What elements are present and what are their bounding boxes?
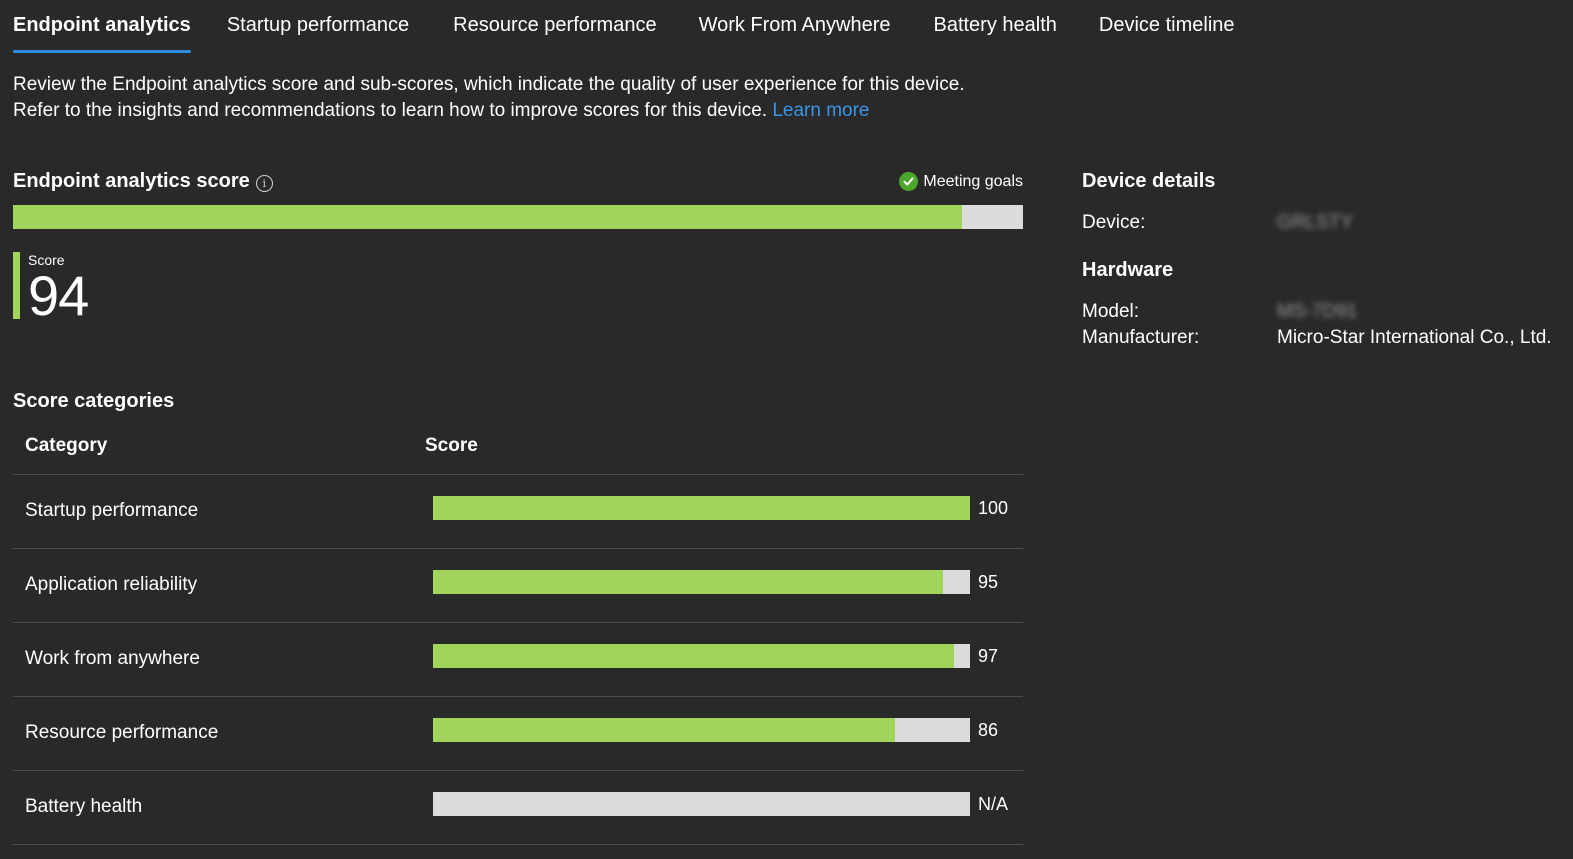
manufacturer-row: Manufacturer: Micro-Star International C… xyxy=(1082,327,1562,353)
device-details-panel: Device details Device: GRLSTY Hardware M… xyxy=(1082,170,1562,353)
overall-score-bar xyxy=(13,205,1023,229)
table-row: Application reliability 95 xyxy=(13,549,1023,623)
category-score-bar xyxy=(433,792,970,816)
tab-endpoint-analytics[interactable]: Endpoint analytics xyxy=(13,0,191,54)
tab-resource-performance[interactable]: Resource performance xyxy=(453,14,657,36)
description-line-1: Review the Endpoint analytics score and … xyxy=(13,74,965,95)
category-score-value: N/A xyxy=(978,794,1009,814)
category-score-value: 97 xyxy=(978,646,999,666)
info-icon[interactable]: i xyxy=(255,174,273,192)
category-score-bar-fill xyxy=(433,644,954,668)
category-score-value: 100 xyxy=(978,498,1009,518)
score-categories-table: Category Score Startup performance 100 A… xyxy=(13,426,1023,845)
manufacturer-label: Manufacturer: xyxy=(1082,327,1200,348)
column-header-score: Score xyxy=(425,435,478,456)
score-label: Score xyxy=(28,252,65,268)
model-row: Model: MS-7D91 xyxy=(1082,301,1562,327)
score-categories-title: Score categories xyxy=(13,390,175,412)
device-row: Device: GRLSTY xyxy=(1082,212,1562,238)
score-section-title: Endpoint analytics score i xyxy=(13,170,273,193)
category-name: Application reliability xyxy=(25,574,198,595)
table-header: Category Score xyxy=(13,426,1023,475)
category-name: Battery health xyxy=(25,796,143,817)
category-name: Startup performance xyxy=(25,500,199,521)
category-score-bar xyxy=(433,644,970,668)
category-score-value: 86 xyxy=(978,720,999,740)
column-header-category: Category xyxy=(25,435,108,456)
score-value: 94 xyxy=(28,264,89,327)
tab-work-from-anywhere[interactable]: Work From Anywhere xyxy=(698,14,891,36)
table-row: Work from anywhere 97 xyxy=(13,623,1023,697)
learn-more-link[interactable]: Learn more xyxy=(772,100,870,121)
model-label: Model: xyxy=(1082,301,1140,322)
category-score-bar xyxy=(433,496,970,520)
model-value: MS-7D91 xyxy=(1277,301,1358,322)
table-row: Battery health N/A xyxy=(13,771,1023,845)
tab-bar: Endpoint analytics Startup performance R… xyxy=(13,0,1271,54)
checkmark-icon xyxy=(899,172,919,191)
tab-device-timeline[interactable]: Device timeline xyxy=(1098,14,1235,36)
description-line-2: Refer to the insights and recommendation… xyxy=(13,100,768,121)
page-description: Review the Endpoint analytics score and … xyxy=(13,72,965,124)
table-row: Startup performance 100 xyxy=(13,475,1023,549)
goal-status: Meeting goals xyxy=(899,172,1023,191)
category-score-bar-fill xyxy=(433,570,944,594)
device-value: GRLSTY xyxy=(1277,212,1354,233)
manufacturer-value: Micro-Star International Co., Ltd. xyxy=(1277,327,1552,348)
category-score-value: 95 xyxy=(978,572,999,592)
category-score-bar-fill xyxy=(433,718,895,742)
category-score-bar-fill xyxy=(433,496,970,520)
category-name: Resource performance xyxy=(25,722,219,743)
goal-status-text: Meeting goals xyxy=(923,172,1023,190)
hardware-title: Hardware xyxy=(1082,259,1174,281)
tab-battery-health[interactable]: Battery health xyxy=(933,14,1057,36)
table-row: Resource performance 86 xyxy=(13,697,1023,771)
score-display: Score 94 xyxy=(13,252,89,324)
device-details-title: Device details xyxy=(1082,170,1216,192)
tab-startup-performance[interactable]: Startup performance xyxy=(226,14,410,36)
score-title-text: Endpoint analytics score xyxy=(13,170,250,192)
category-score-bar xyxy=(433,718,970,742)
overall-score-bar-fill xyxy=(13,205,963,229)
device-label: Device: xyxy=(1082,212,1146,233)
category-name: Work from anywhere xyxy=(25,648,200,669)
category-score-bar xyxy=(433,570,970,594)
